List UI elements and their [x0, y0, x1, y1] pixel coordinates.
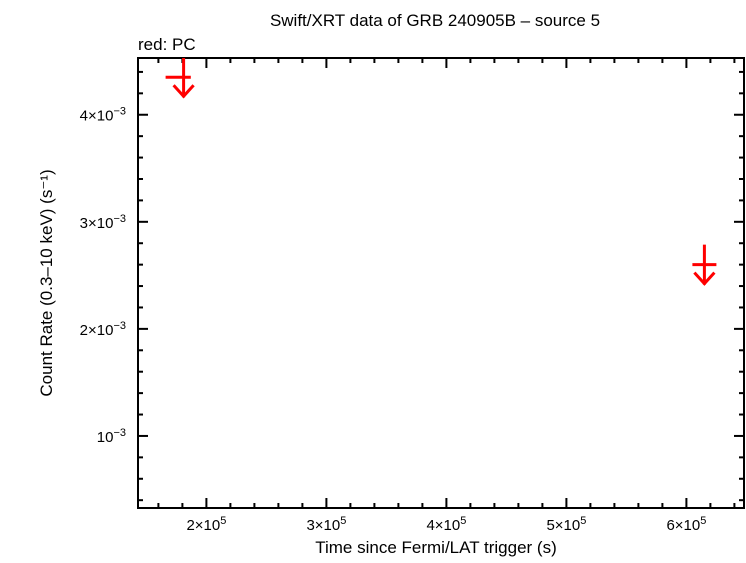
- down-arrow-icon: [172, 84, 195, 99]
- upper-limit-point: [165, 58, 195, 99]
- x-axis-label: Time since Fermi/LAT trigger (s): [315, 538, 557, 557]
- chart-subtitle: red: PC: [138, 35, 196, 54]
- x-tick-label: 4×105: [426, 515, 466, 534]
- y-tick-label: 3×10−3: [80, 213, 126, 232]
- chart-title: Swift/XRT data of GRB 240905B – source 5: [270, 11, 600, 30]
- x-tick-label: 6×105: [666, 515, 706, 534]
- upper-limit-point: [692, 244, 717, 286]
- y-axis-label: Count Rate (0.3–10 keV) (s⁻¹): [37, 169, 56, 396]
- plot-frame: [137, 57, 745, 509]
- y-tick-label: 10−3: [97, 427, 126, 446]
- down-arrow-icon: [693, 271, 716, 286]
- y-tick-label: 2×10−3: [80, 320, 126, 339]
- x-tick-label: 3×105: [306, 515, 346, 534]
- y-tick-label: 4×10−3: [80, 106, 126, 125]
- x-tick-label: 5×105: [546, 515, 586, 534]
- x-tick-label: 2×105: [186, 515, 226, 534]
